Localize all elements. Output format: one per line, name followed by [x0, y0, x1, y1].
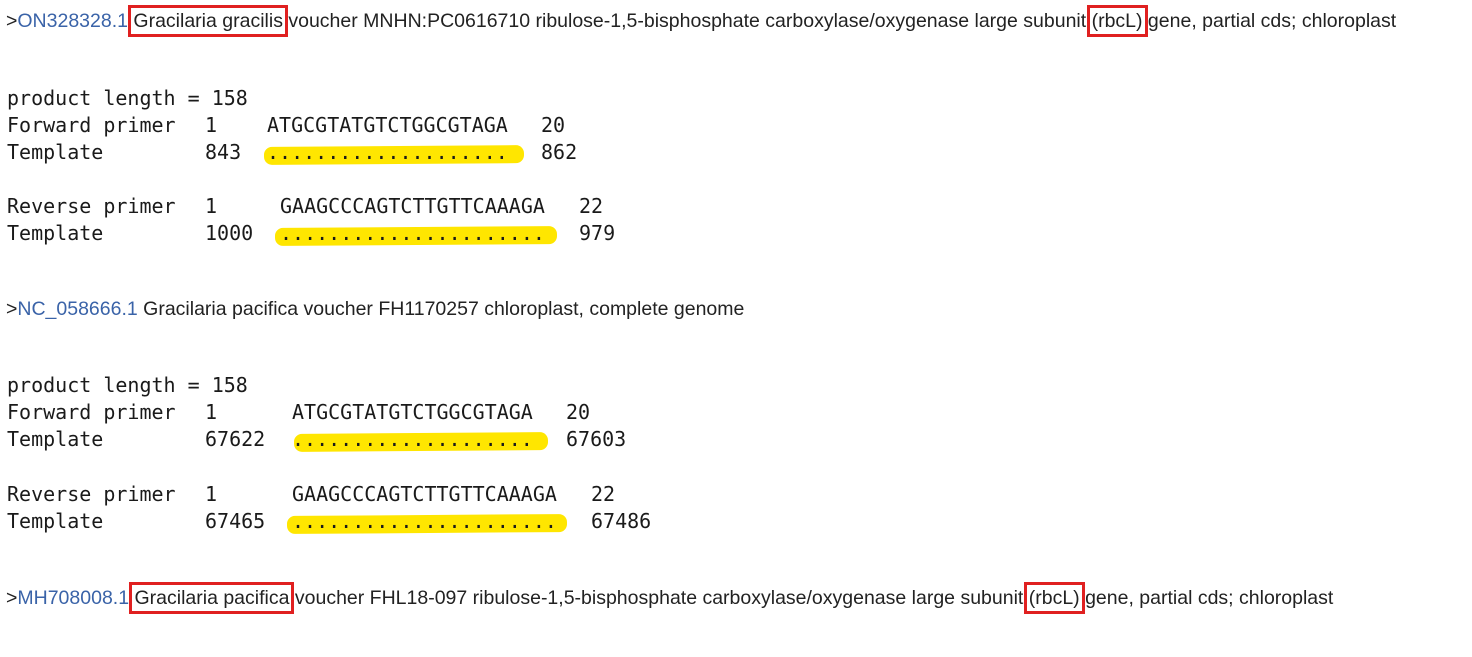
accession-link-1[interactable]: ON328328.1	[17, 10, 128, 32]
hit-description-end-3: gene, partial cds; chloroplast	[1079, 587, 1334, 609]
hit-header-2: >NC_058666.1 Gracilaria pacifica voucher…	[6, 297, 744, 321]
reverse-primer-seq-2: GAAGCCCAGTCTTGTTCAAAGA	[292, 482, 557, 506]
forward-primer-seq-1: ATGCGTATGTCTGGCGTAGA	[267, 113, 508, 137]
template-label: Template	[7, 221, 104, 245]
template-start: 67622	[205, 427, 266, 451]
forward-primer-seq-2: ATGCGTATGTCTGGCGTAGA	[292, 400, 533, 424]
reverse-primer-end-2: 22	[591, 482, 616, 506]
template-match-dots: ......................	[280, 221, 545, 245]
hit-description-2: Gracilaria pacifica voucher FH1170257 ch…	[137, 298, 745, 320]
template-end: 67486	[591, 509, 652, 533]
forward-primer-start-1: 1	[205, 113, 218, 137]
accession-link-2[interactable]: NC_058666.1	[17, 298, 138, 320]
hit-description-1: voucher MNHN:PC0616710 ribulose-1,5-bisp…	[282, 10, 1092, 32]
template-start: 1000	[205, 221, 254, 245]
hit-description-3: voucher FHL18-097 ribulose-1,5-bisphosph…	[289, 587, 1029, 609]
reverse-primer-label-1: Reverse primer	[7, 194, 176, 218]
accession-link-3[interactable]: MH708008.1	[17, 587, 130, 609]
gene-name-1: (rbcL)	[1086, 5, 1148, 37]
gt-prefix: >	[6, 10, 18, 32]
template-end: 979	[579, 221, 616, 245]
forward-primer-label-1: Forward primer	[7, 113, 176, 137]
product-length-1: product length = 158	[7, 86, 248, 110]
reverse-primer-label-2: Reverse primer	[7, 482, 176, 506]
hit-header-1: >ON328328.1 Gracilaria gracilis voucher …	[6, 5, 1397, 37]
template-label: Template	[7, 509, 104, 533]
reverse-primer-start-1: 1	[205, 194, 218, 218]
template-end: 862	[541, 140, 578, 164]
reverse-primer-start-2: 1	[205, 482, 218, 506]
template-label: Template	[7, 140, 104, 164]
gt-prefix: >	[6, 587, 18, 609]
template-start: 67465	[205, 509, 266, 533]
reverse-primer-end-1: 22	[579, 194, 604, 218]
template-match-dots: ....................	[292, 427, 533, 451]
template-match-dots: ......................	[292, 509, 557, 533]
gene-name-3: (rbcL)	[1023, 582, 1085, 614]
species-name-3: Gracilaria pacifica	[129, 582, 295, 614]
template-start: 843	[205, 140, 242, 164]
hit-description-end-1: gene, partial cds; chloroplast	[1142, 10, 1397, 32]
forward-primer-end-2: 20	[566, 400, 591, 424]
hit-header-3: >MH708008.1 Gracilaria pacifica voucher …	[6, 582, 1334, 614]
species-name-1: Gracilaria gracilis	[128, 5, 288, 37]
template-end: 67603	[566, 427, 627, 451]
forward-primer-end-1: 20	[541, 113, 566, 137]
template-match-dots: ....................	[267, 140, 508, 164]
forward-primer-start-2: 1	[205, 400, 218, 424]
reverse-primer-seq-1: GAAGCCCAGTCTTGTTCAAAGA	[280, 194, 545, 218]
product-length-2: product length = 158	[7, 373, 248, 397]
template-label: Template	[7, 427, 104, 451]
forward-primer-label-2: Forward primer	[7, 400, 176, 424]
gt-prefix: >	[6, 298, 18, 320]
